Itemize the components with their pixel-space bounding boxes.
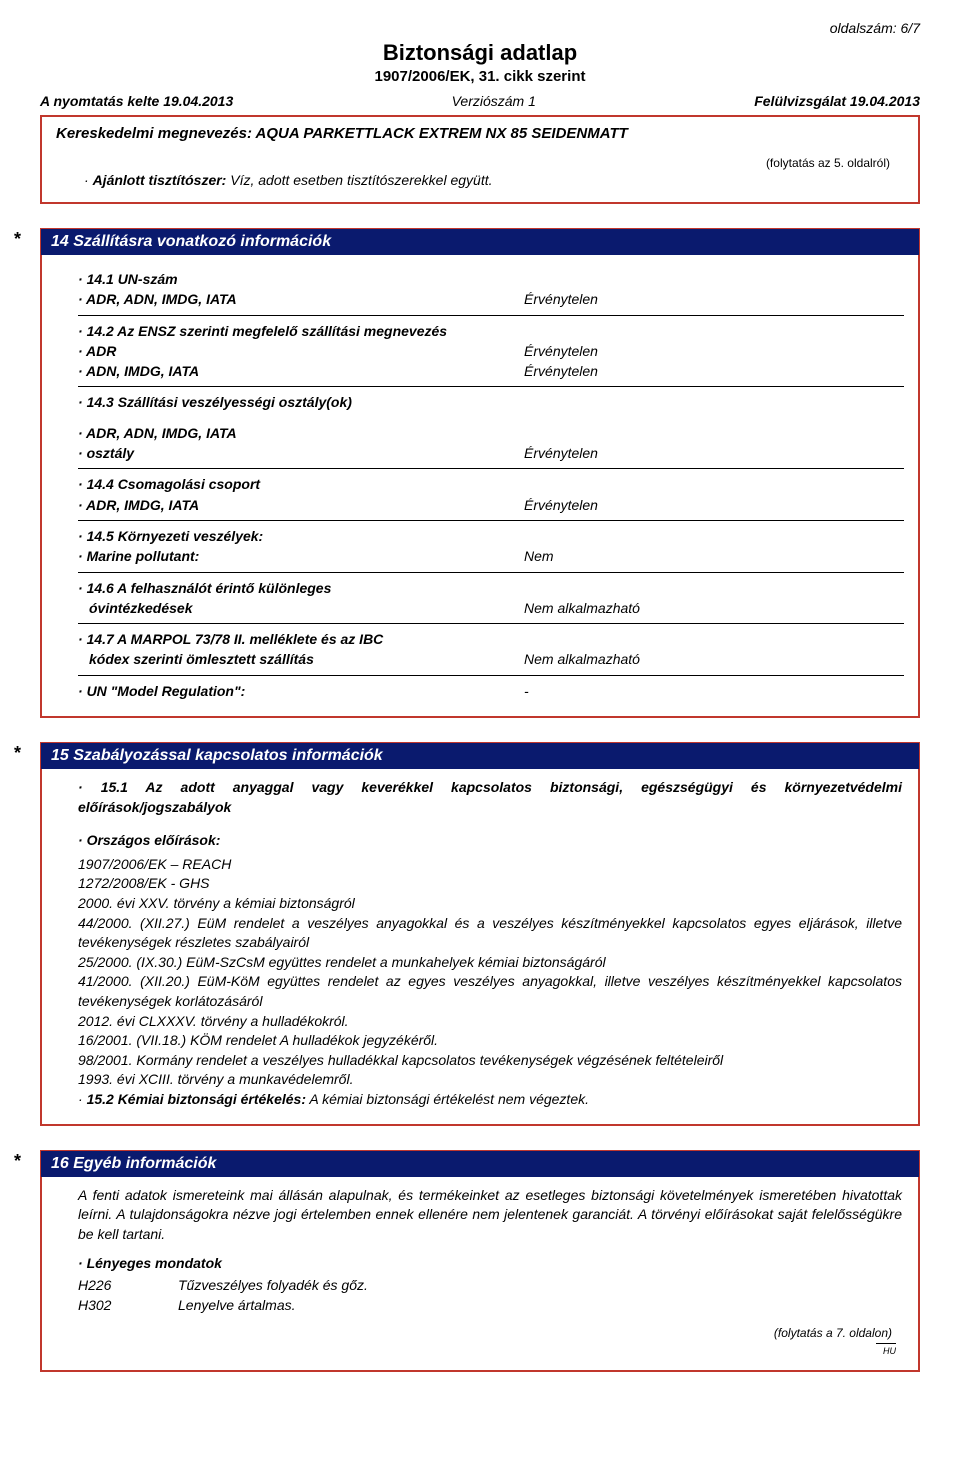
trade-name: Kereskedelmi megnevezés: AQUA PARKETTLAC… [50,125,910,142]
reg-8: 16/2001. (VII.18.) KÖM rendelet A hullad… [78,1031,902,1051]
un-number-label: 14.1 UN-szám [78,269,524,289]
print-date: A nyomtatás kelte 19.04.2013 [40,93,233,109]
reg-10: 1993. évi XCIII. törvény a munkavédelemr… [78,1070,902,1090]
marine-value: Nem [524,546,904,566]
h302-code: H302 [78,1296,178,1316]
un-value: Érvénytelen [524,289,904,309]
page-number: oldalszám: 6/7 [40,20,920,36]
adr-value: Érvénytelen [524,341,904,361]
hu-tag: HU [876,1343,896,1358]
section-14-body: 14.1 UN-szám ADR, ADN, IMDG, IATA Érvény… [42,254,918,716]
marpol-value: Nem alkalmazható [524,649,904,669]
reg-3: 2000. évi XXV. törvény a kémiai biztonsá… [78,894,902,914]
class-label: osztály [78,443,524,463]
reg-2: 1272/2008/EK - GHS [78,874,902,894]
assessment-label: 15.2 Kémiai biztonsági értékelés: [87,1091,306,1107]
asterisk-icon: * [14,743,21,764]
adn-imdg-iata-value: Érvénytelen [524,361,904,381]
section-16-header: 16 Egyéb információk [41,1151,919,1177]
section-15-header: 15 Szabályozással kapcsolatos információ… [41,743,919,769]
reg-7: 2012. évi CLXXXV. törvény a hulladékokró… [78,1012,902,1032]
phrases-label: Lényeges mondatok [87,1255,222,1271]
top-frame: Kereskedelmi megnevezés: AQUA PARKETTLAC… [40,115,920,204]
section-15: * 15 Szabályozással kapcsolatos informác… [40,742,920,1126]
continued-from: (folytatás az 5. oldalról) [50,156,910,170]
adr-label: ADR [78,341,524,361]
reg-4: 44/2000. (XII.27.) EüM rendelet a veszél… [78,914,902,953]
packing-group-label: 14.4 Csomagolási csoport [78,474,524,494]
marpol-label-2: kódex szerinti ömlesztett szállítás [78,649,524,669]
section-15-body: · 15.1 Az adott anyaggal vagy keverékkel… [42,768,918,1124]
assessment-value: A kémiai biztonsági értékelést nem végez… [309,1091,589,1107]
revision-date: Felülvizsgálat 19.04.2013 [754,93,920,109]
class-value: Érvénytelen [524,443,904,463]
adn-imdg-iata-label: ADN, IMDG, IATA [78,361,524,381]
national-regs-label: Országos előírások: [87,832,221,848]
section-16: * 16 Egyéb információk A fenti adatok is… [40,1150,920,1372]
reg-1: 1907/2006/EK – REACH [78,855,902,875]
asterisk-icon: * [14,1151,21,1172]
section-14: * 14 Szállításra vonatkozó információk 1… [40,228,920,718]
marpol-label: 14.7 A MARPOL 73/78 II. melléklete és az… [78,629,904,649]
hazard-class-label: 14.3 Szállítási veszélyességi osztály(ok… [78,392,904,412]
section-14-header: 14 Szállításra vonatkozó információk [41,229,919,255]
h226-text: Tűzveszélyes folyadék és gőz. [178,1276,368,1296]
marine-pollutant-label: Marine pollutant: [78,546,524,566]
version: Verziószám 1 [452,93,536,109]
packing-value: Érvénytelen [524,495,904,515]
section-16-body: A fenti adatok ismereteink mai állásán a… [42,1176,918,1370]
section-15-intro: 15.1 Az adott anyaggal vagy keverékkel k… [78,779,902,815]
un-model-label: UN "Model Regulation": [78,681,524,701]
proper-shipping-label: 14.2 Az ENSZ szerinti megfelelő szállítá… [78,321,904,341]
cleaner-label: Ajánlott tisztítószer: [93,172,227,188]
cleaner-line: · Ajánlott tisztítószer: Víz, adott eset… [50,172,910,188]
asterisk-icon: * [14,229,21,250]
document-title: Biztonsági adatlap [40,40,920,66]
adr-imdg-iata-label: ADR, IMDG, IATA [78,495,524,515]
header-row: A nyomtatás kelte 19.04.2013 Verziószám … [40,93,920,109]
cleaner-value: Víz, adott esetben tisztítószerekkel egy… [230,172,492,188]
adr-adn-imdg-iata-2: ADR, ADN, IMDG, IATA [78,423,524,443]
reg-5: 25/2000. (IX.30.) EüM-SzCsM együttes ren… [78,953,902,973]
reg-9: 98/2001. Kormány rendelet a veszélyes hu… [78,1051,902,1071]
special-precautions-label-2: óvintézkedések [78,598,524,618]
special-value: Nem alkalmazható [524,598,904,618]
continued-next: (folytatás a 7. oldalon) [78,1325,902,1342]
h302-text: Lenyelve ártalmas. [178,1296,296,1316]
adr-adn-imdg-iata-label: ADR, ADN, IMDG, IATA [78,289,524,309]
document-subtitle: 1907/2006/EK, 31. cikk szerint [40,68,920,85]
env-hazard-label: 14.5 Környezeti veszélyek: [78,526,524,546]
special-precautions-label: 14.6 A felhasználót érintő különleges [78,578,524,598]
un-model-value: - [524,681,904,701]
reg-6: 41/2000. (XII.20.) EüM-KöM együttes rend… [78,972,902,1011]
section-16-para: A fenti adatok ismereteink mai állásán a… [78,1186,902,1245]
h226-code: H226 [78,1276,178,1296]
